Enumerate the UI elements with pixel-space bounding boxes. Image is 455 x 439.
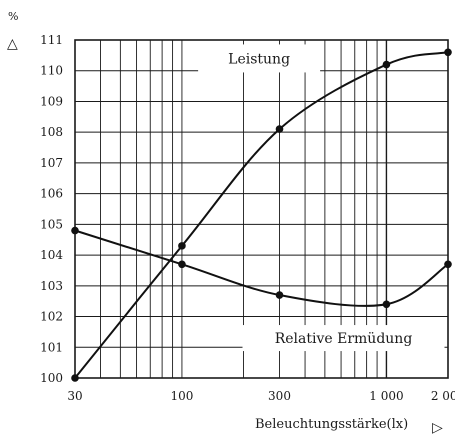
y-axis-arrow-icon: △ xyxy=(7,36,18,52)
data-point xyxy=(444,260,452,269)
data-point xyxy=(178,260,186,269)
y-tick-label: 111 xyxy=(40,33,63,47)
y-tick-label: 109 xyxy=(40,94,63,108)
y-tick-label: 102 xyxy=(40,310,63,324)
series-line xyxy=(74,51,449,379)
y-tick-label: 104 xyxy=(40,248,63,262)
data-point xyxy=(382,300,391,309)
y-tick-label: 106 xyxy=(40,187,63,201)
x-tick-label: 30 xyxy=(67,389,82,403)
data-point xyxy=(178,242,186,250)
y-axis-ticks: 100 101 102 103 104 105 106 107 108 109 110 111 xyxy=(40,33,63,385)
data-point xyxy=(71,226,79,235)
series-layer: Leistung Relative Ermüdung xyxy=(71,44,452,382)
series-label-text: Leistung xyxy=(228,51,290,67)
y-tick-label: 103 xyxy=(40,279,63,293)
y-tick-label: 108 xyxy=(40,125,63,139)
x-tick-label: 300 xyxy=(268,389,291,403)
y-tick-label: 105 xyxy=(40,217,63,231)
y-tick-label: 110 xyxy=(40,64,63,78)
x-tick-label: 2 000 xyxy=(431,389,455,403)
data-point xyxy=(275,291,284,299)
data-point xyxy=(382,60,391,69)
data-point xyxy=(275,125,284,133)
y-axis-label: % xyxy=(8,10,18,23)
x-axis-label: Beleuchtungsstärke(lx) xyxy=(255,417,408,432)
x-tick-label: 1 000 xyxy=(369,389,403,403)
x-tick-label: 100 xyxy=(170,389,193,403)
series-label-background xyxy=(198,44,321,73)
series-label-text: Relative Ermüdung xyxy=(275,331,413,347)
series-label-relative-ermuedung: Relative Ermüdung xyxy=(242,325,445,352)
y-tick-label: 101 xyxy=(40,340,63,354)
y-tick-label: 100 xyxy=(40,371,63,385)
data-point xyxy=(444,48,452,57)
y-tick-label: 107 xyxy=(40,156,63,170)
series-line xyxy=(74,229,449,307)
x-axis-arrow-icon: ▷ xyxy=(432,420,443,436)
x-axis-ticks: 30 100 300 1 000 2 000 xyxy=(67,389,455,403)
series-label-leistung: Leistung xyxy=(198,44,321,73)
data-point xyxy=(71,374,79,382)
series-label-background xyxy=(242,325,445,352)
